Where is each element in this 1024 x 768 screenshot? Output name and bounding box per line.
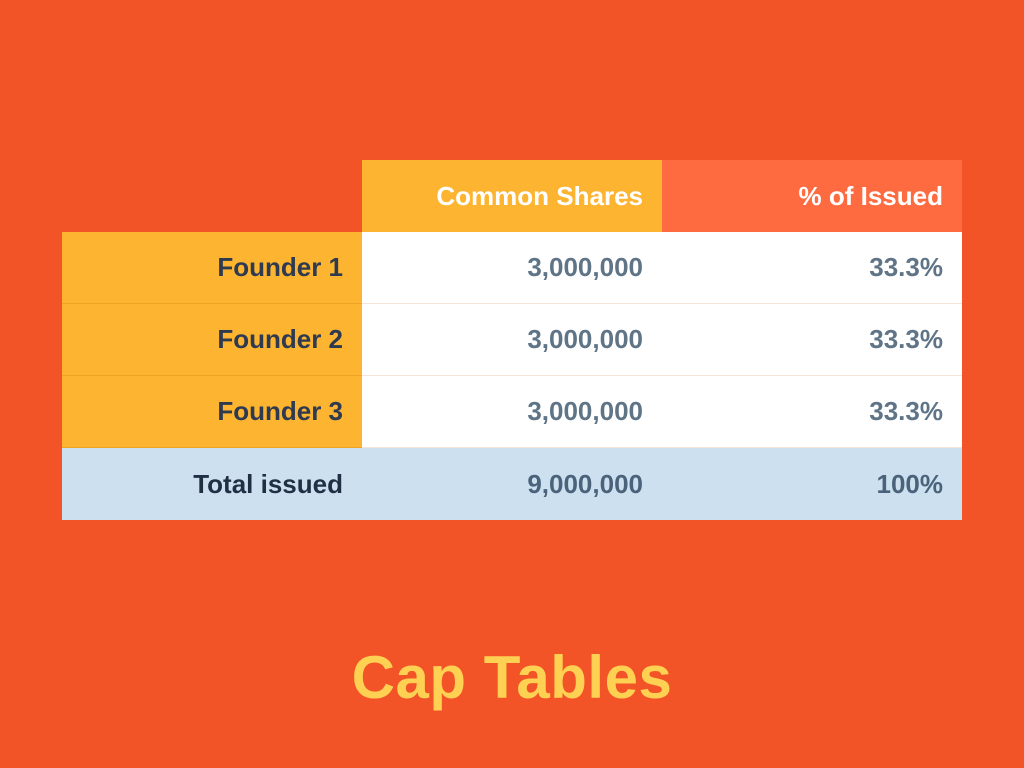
header-empty-cell (62, 160, 362, 232)
row-percent-value: 33.3% (662, 304, 962, 376)
row-holder-name: Founder 1 (62, 232, 362, 304)
total-percent-value: 100% (662, 448, 962, 520)
table-row: Founder 1 3,000,000 33.3% (62, 232, 962, 304)
slide-title: Cap Tables (351, 644, 673, 711)
table-header-row: Common Shares % of Issued (62, 160, 962, 232)
cap-table: Common Shares % of Issued Founder 1 3,00… (62, 160, 962, 520)
row-percent-value: 33.3% (662, 232, 962, 304)
total-label: Total issued (62, 448, 362, 520)
row-holder-name: Founder 3 (62, 376, 362, 448)
table-total-row: Total issued 9,000,000 100% (62, 448, 962, 520)
table-row: Founder 2 3,000,000 33.3% (62, 304, 962, 376)
table-row: Founder 3 3,000,000 33.3% (62, 376, 962, 448)
row-shares-value: 3,000,000 (362, 304, 662, 376)
row-percent-value: 33.3% (662, 376, 962, 448)
row-shares-value: 3,000,000 (362, 376, 662, 448)
row-holder-name: Founder 2 (62, 304, 362, 376)
row-shares-value: 3,000,000 (362, 232, 662, 304)
header-percent-issued: % of Issued (662, 160, 962, 232)
header-common-shares: Common Shares (362, 160, 662, 232)
total-shares-value: 9,000,000 (362, 448, 662, 520)
